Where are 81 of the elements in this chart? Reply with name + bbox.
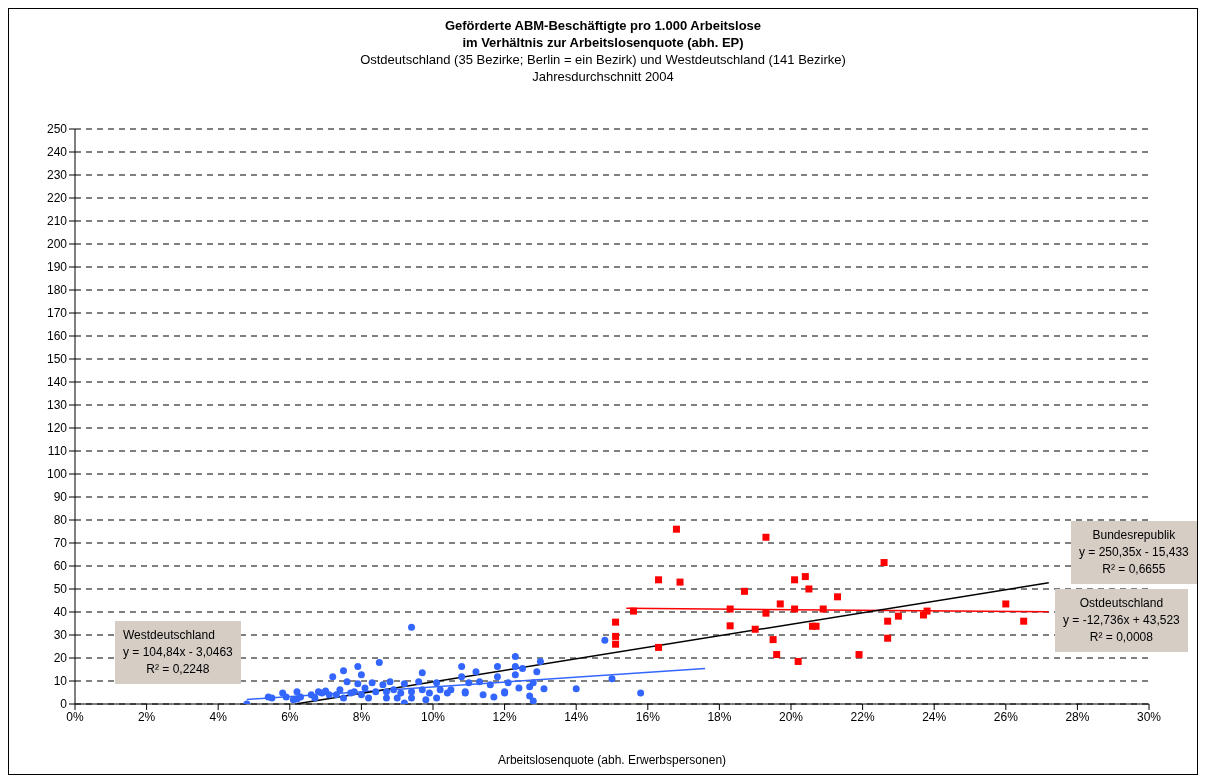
point bbox=[801, 573, 809, 581]
point bbox=[791, 605, 799, 613]
y-tick-label: 210 bbox=[46, 214, 68, 229]
x-tick-label: 28% bbox=[1065, 709, 1090, 724]
x-tick-label: 24% bbox=[922, 709, 947, 724]
point bbox=[1020, 617, 1028, 625]
x-tick-label: 10% bbox=[420, 709, 446, 724]
x-tick-label: 2% bbox=[137, 709, 156, 724]
point bbox=[884, 617, 892, 625]
chart-subtitle: Ostdeutschland (35 Bezirke; Berlin = ein Bezirk) und Westdeutschland (141 Bezirke) Jahresdurchschnitt 2004 bbox=[359, 51, 847, 85]
y-tick-label: 140 bbox=[46, 375, 68, 390]
annotation: Westdeutschland y = 104,84x - 3,0463 R² = 0,2248 bbox=[123, 627, 233, 678]
point bbox=[791, 576, 799, 584]
x-tick-label: 8% bbox=[352, 709, 371, 724]
y-tick-label: 250 bbox=[46, 122, 68, 137]
y-tick-label: 30 bbox=[53, 628, 68, 643]
x-tick-label: 26% bbox=[993, 709, 1019, 724]
point bbox=[769, 636, 777, 644]
y-tick-label: 70 bbox=[53, 536, 68, 551]
point bbox=[726, 605, 734, 613]
point bbox=[676, 578, 684, 586]
point bbox=[629, 607, 637, 615]
x-tick-label: 6% bbox=[281, 709, 299, 724]
point bbox=[812, 622, 820, 630]
y-tick-label: 60 bbox=[53, 559, 68, 574]
y-tick-label: 180 bbox=[46, 283, 68, 298]
point bbox=[855, 651, 863, 659]
y-tick-label: 220 bbox=[46, 191, 68, 206]
y-tick-label: 170 bbox=[46, 306, 68, 321]
x-tick-label: 0% bbox=[66, 709, 84, 724]
y-tick-label: 150 bbox=[46, 352, 68, 367]
y-tick-label: 120 bbox=[46, 421, 68, 436]
y-tick-label: 230 bbox=[46, 168, 68, 183]
x-tick-label: 4% bbox=[209, 709, 228, 724]
chart-title: Geförderte ABM-Beschäftigte pro 1.000 Arbeitslose im Verhältnis zur Arbeitslosenquote (abh. EP) bbox=[443, 17, 763, 51]
point bbox=[794, 657, 802, 665]
x-axis-title: Arbeitslosenquote (abh. Erwerbspersonen) bbox=[497, 753, 727, 767]
x-tick-label: 20% bbox=[778, 709, 804, 724]
y-tick-label: 130 bbox=[46, 398, 68, 413]
x-tick-label: 12% bbox=[492, 709, 517, 724]
point bbox=[612, 618, 620, 626]
y-tick-label: 160 bbox=[46, 329, 68, 344]
point bbox=[1002, 600, 1010, 608]
y-tick-label: 10 bbox=[53, 674, 68, 689]
x-tick-label: 22% bbox=[850, 709, 875, 724]
annotation: Ostdeutschland y = -12,736x + 43,523 R² = 0,0008 bbox=[1063, 595, 1180, 646]
y-tick-label: 20 bbox=[53, 651, 68, 666]
y-tick-label: 40 bbox=[53, 605, 68, 620]
point bbox=[612, 632, 620, 640]
y-tick-label: 110 bbox=[47, 444, 68, 459]
y-tick-label: 240 bbox=[46, 145, 68, 160]
y-tick-label: 190 bbox=[46, 260, 68, 275]
x-tick-label: 18% bbox=[707, 709, 732, 724]
point bbox=[834, 593, 842, 601]
point bbox=[805, 585, 813, 593]
point bbox=[612, 640, 620, 648]
point bbox=[740, 587, 748, 595]
x-tick-label: 16% bbox=[635, 709, 661, 724]
point bbox=[726, 622, 734, 630]
point bbox=[894, 612, 902, 620]
x-tick-label: 14% bbox=[564, 709, 589, 724]
y-tick-label: 80 bbox=[53, 513, 68, 528]
point bbox=[773, 651, 781, 659]
point bbox=[776, 600, 784, 608]
point bbox=[655, 643, 663, 651]
y-tick-label: 0 bbox=[60, 697, 68, 712]
point bbox=[762, 533, 770, 541]
y-tick-label: 50 bbox=[53, 582, 68, 597]
point bbox=[819, 605, 827, 613]
point bbox=[762, 609, 770, 617]
y-tick-label: 200 bbox=[46, 237, 68, 252]
x-tick-label: 30% bbox=[1136, 709, 1162, 724]
y-tick-label: 90 bbox=[53, 490, 68, 505]
point bbox=[672, 525, 680, 533]
point bbox=[655, 576, 663, 584]
annotation: Bundesrepublik y = 250,35x - 15,433 R² = 0,6655 bbox=[1079, 527, 1189, 578]
point bbox=[751, 625, 759, 633]
point bbox=[880, 559, 888, 567]
y-tick-label: 100 bbox=[46, 467, 68, 482]
point bbox=[884, 634, 892, 642]
point bbox=[923, 607, 931, 615]
